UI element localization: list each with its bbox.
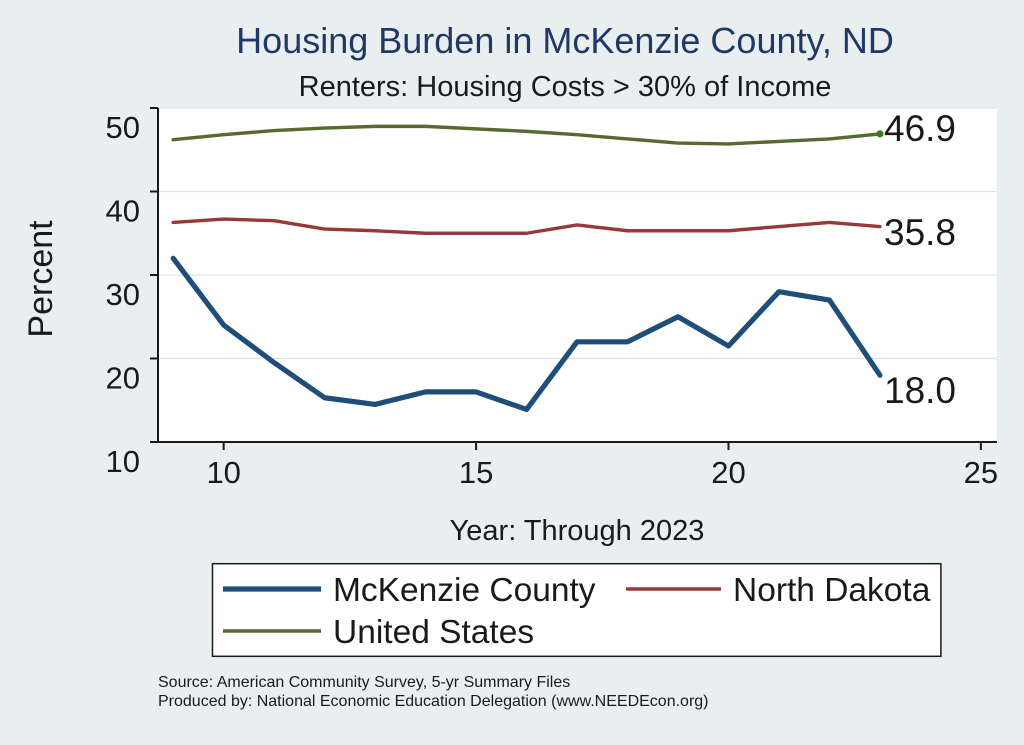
svg-text:30: 30 [106,277,140,312]
svg-text:50: 50 [106,110,140,145]
svg-text:40: 40 [106,194,140,229]
svg-text:Percent: Percent [22,220,60,338]
svg-text:Produced by: National Economic: Produced by: National Economic Education… [158,693,709,710]
svg-text:15: 15 [459,455,493,490]
svg-text:10: 10 [206,455,240,490]
svg-text:20: 20 [711,455,745,490]
svg-text:10: 10 [106,444,140,479]
svg-text:35.8: 35.8 [884,212,956,253]
svg-text:20: 20 [106,361,140,396]
svg-text:United States: United States [333,614,534,651]
svg-text:North Dakota: North Dakota [733,572,931,609]
svg-text:Year: Through 2023: Year: Through 2023 [450,515,705,547]
svg-text:McKenzie County: McKenzie County [333,572,596,609]
svg-text:18.0: 18.0 [884,370,956,411]
svg-text:25: 25 [964,455,998,490]
svg-text:46.9: 46.9 [884,108,956,149]
svg-text:Source: American Community Sur: Source: American Community Survey, 5-yr … [158,674,570,691]
